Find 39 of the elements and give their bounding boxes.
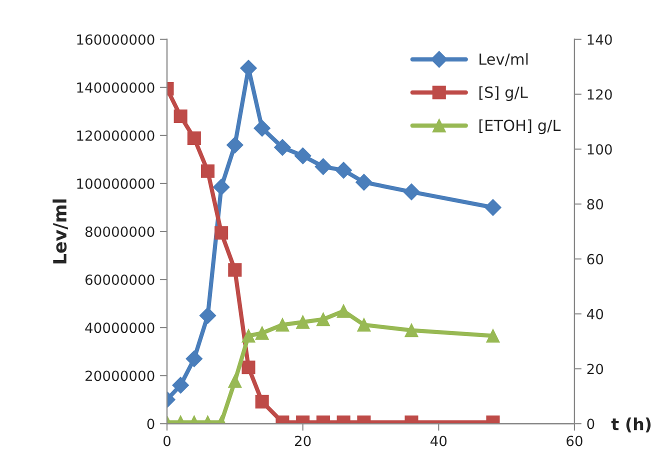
- point: [199, 307, 216, 324]
- point: [314, 158, 332, 176]
- x-tick-label: 20: [295, 436, 311, 446]
- point: [212, 178, 230, 196]
- point: [484, 199, 502, 216]
- point: [356, 174, 372, 191]
- x-tick-label: 0: [163, 436, 170, 446]
- y-tick-label: 140000000: [77, 82, 154, 93]
- y-tick-label: 0: [147, 418, 154, 430]
- y-tick-label: 100000000: [77, 178, 154, 189]
- y-tick-label: 120000000: [77, 130, 154, 141]
- point: [172, 376, 189, 394]
- point: [335, 162, 352, 179]
- y-tick-label: 60000000: [85, 274, 154, 286]
- y2-tick-label: 60: [587, 254, 604, 264]
- y-tick-label: 40000000: [85, 322, 154, 334]
- y2-tick-label: 0: [587, 418, 594, 430]
- y-tick-label: 20000000: [86, 370, 154, 382]
- legend-label: [ETOH] g/L: [479, 119, 561, 134]
- legend-label: [S] g/L: [479, 86, 528, 102]
- y2-tick-label: 80: [587, 199, 604, 210]
- point: [254, 120, 270, 137]
- x-tick-label: 60: [566, 436, 582, 446]
- y2-tick-label: 140: [588, 34, 612, 45]
- y2-tick-label: 20: [587, 364, 604, 374]
- x-axis-title: t (h): [611, 418, 651, 432]
- point: [274, 139, 291, 156]
- point: [186, 350, 203, 368]
- y2-tick-label: 120: [588, 89, 612, 100]
- point: [294, 147, 312, 164]
- y2-tick-label: 40: [586, 308, 604, 320]
- y-tick-label: 160000000: [77, 34, 154, 45]
- point: [226, 136, 244, 154]
- y-tick-label: 80000000: [85, 226, 154, 237]
- y2-tick-label: 100: [588, 144, 612, 155]
- x-tick-label: 40: [430, 436, 447, 446]
- legend-label: Lev/ml: [480, 53, 528, 66]
- point: [403, 183, 420, 200]
- y-axis-title: Lev/ml: [52, 199, 68, 264]
